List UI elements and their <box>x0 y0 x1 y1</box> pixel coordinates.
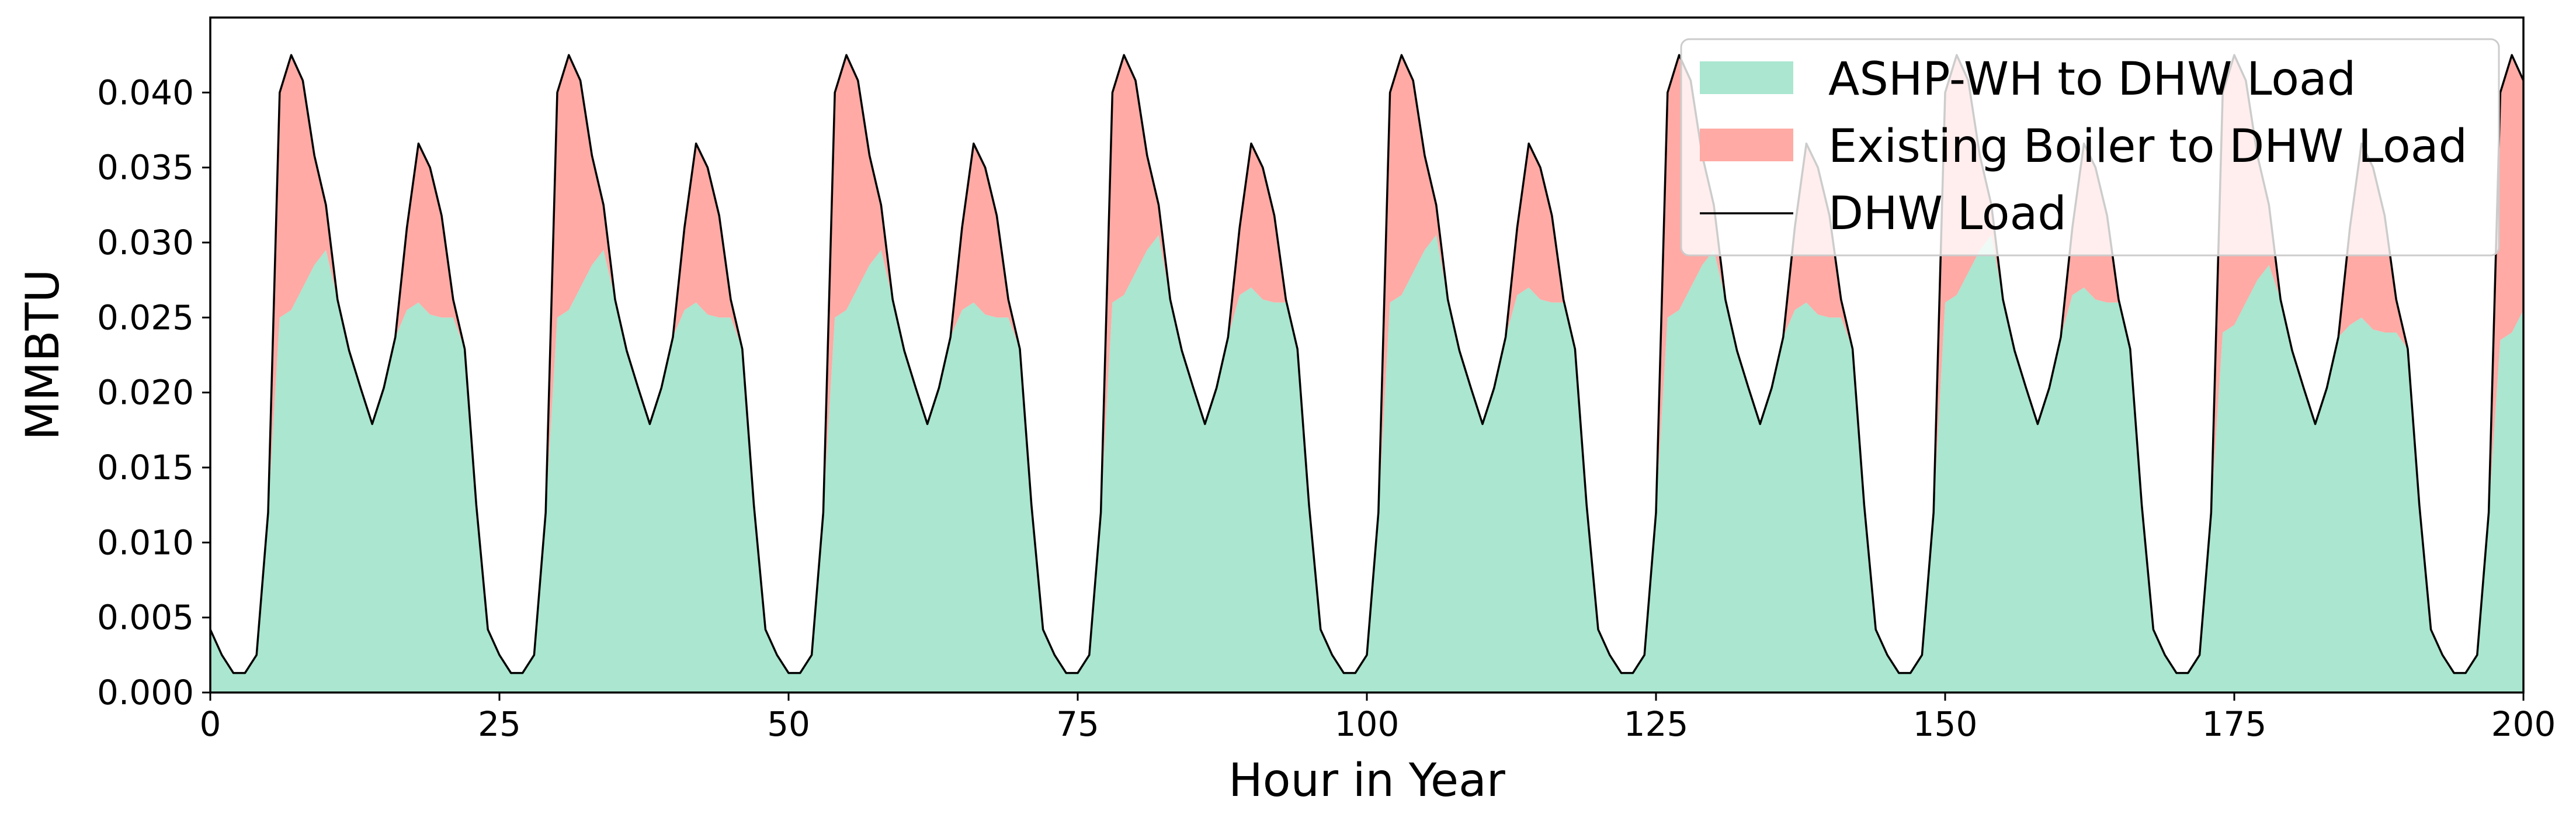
y-tick-label: 0.040 <box>97 72 194 112</box>
y-tick-label: 0.010 <box>97 522 194 562</box>
x-axis-title: Hour in Year <box>1228 754 1506 807</box>
legend-label-ashp: ASHP-WH to DHW Load <box>1828 53 2356 106</box>
dhw-load-line-group <box>209 54 2525 674</box>
legend-swatch-ashp <box>1700 61 1793 94</box>
x-tick-label: 25 <box>478 704 521 744</box>
x-tick-label: 200 <box>2491 704 2556 744</box>
legend-label-boiler: Existing Boiler to DHW Load <box>1828 120 2467 173</box>
y-tick-label: 0.015 <box>97 448 194 487</box>
legend-label-dhw-load: DHW Load <box>1828 188 2067 240</box>
y-axis: 0.000 0.005 0.010 0.015 0.020 0.025 0.030 0.035… <box>97 72 210 712</box>
y-tick-label: 0.035 <box>97 148 194 188</box>
x-tick-label: 150 <box>1913 704 1978 744</box>
x-axis: 0 25 50 75 100 125 150 175 200 <box>200 693 2556 744</box>
x-tick-label: 100 <box>1335 704 1400 744</box>
x-tick-label: 75 <box>1056 704 1099 744</box>
y-tick-label: 0.020 <box>97 373 194 413</box>
x-tick-label: 125 <box>1624 704 1689 744</box>
legend-box <box>1680 38 2500 257</box>
legend: ASHP-WH to DHW Load Existing Boiler to D… <box>1680 38 2500 257</box>
x-tick-label: 175 <box>2202 704 2267 744</box>
y-tick-label: 0.025 <box>97 297 194 337</box>
y-axis-title: MMBTU <box>17 269 70 441</box>
y-tick-label: 0.030 <box>97 223 194 262</box>
y-tick-label: 0.005 <box>97 598 194 638</box>
x-tick-label: 0 <box>200 704 221 744</box>
dhw-load-line <box>209 54 2525 674</box>
ashp-area <box>210 235 2523 693</box>
x-tick-label: 50 <box>767 704 810 744</box>
y-tick-label: 0.000 <box>97 673 194 712</box>
legend-swatch-boiler <box>1700 129 1793 161</box>
